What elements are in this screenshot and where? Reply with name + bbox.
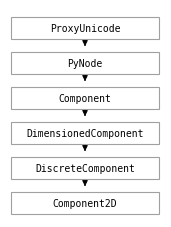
- Text: Component: Component: [58, 94, 111, 104]
- FancyBboxPatch shape: [11, 192, 159, 214]
- Text: Component2D: Component2D: [53, 198, 117, 208]
- FancyBboxPatch shape: [11, 157, 159, 179]
- FancyBboxPatch shape: [11, 18, 159, 40]
- Text: DiscreteComponent: DiscreteComponent: [35, 163, 135, 173]
- Text: PyNode: PyNode: [67, 59, 103, 69]
- Text: ProxyUnicode: ProxyUnicode: [50, 24, 120, 34]
- Text: DimensionedComponent: DimensionedComponent: [26, 128, 144, 138]
- FancyBboxPatch shape: [11, 53, 159, 75]
- FancyBboxPatch shape: [11, 122, 159, 144]
- FancyBboxPatch shape: [11, 88, 159, 109]
